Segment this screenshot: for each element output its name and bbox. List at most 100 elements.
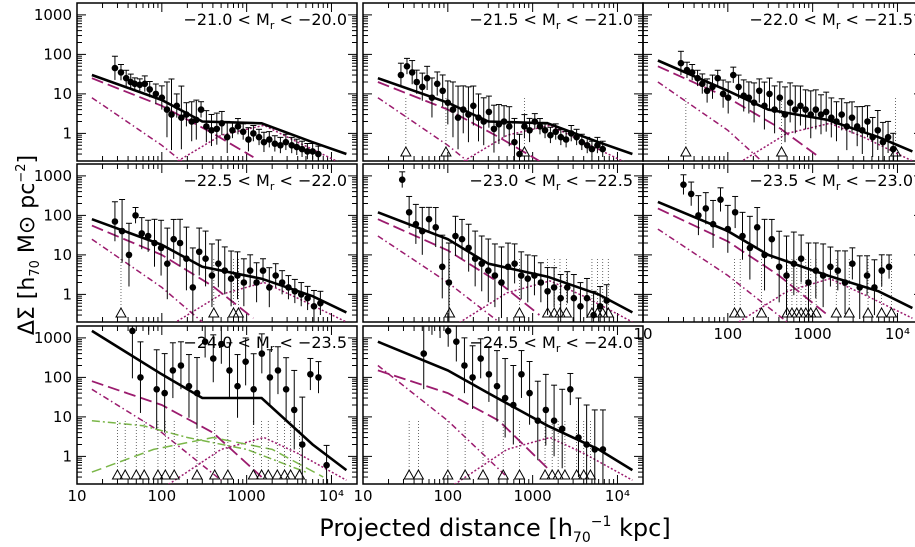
data-point — [834, 267, 842, 274]
data-point — [570, 294, 578, 302]
upper-limit-triangle — [111, 468, 124, 480]
data-point — [874, 126, 882, 134]
data-point — [203, 123, 210, 130]
data-point — [449, 106, 457, 113]
data-point — [413, 78, 421, 86]
data-point — [461, 362, 468, 369]
data-point — [768, 235, 776, 243]
data-point — [253, 279, 260, 286]
data-point — [170, 235, 177, 243]
data-point — [550, 284, 558, 291]
data-point — [288, 141, 296, 149]
y-tick-label: 1000 — [34, 167, 72, 185]
data-point — [516, 150, 523, 158]
model-two-halo-line — [167, 436, 347, 484]
data-point — [408, 69, 416, 76]
data-point — [229, 126, 236, 134]
model-total-line — [657, 59, 913, 153]
model-total-line — [377, 76, 633, 156]
x-tick-label: 1000 — [794, 325, 832, 343]
upper-limit-triangle — [513, 306, 526, 318]
model-extra-line — [91, 419, 307, 473]
panel-label: −22.0 < Mr < −21.5 — [749, 10, 913, 32]
data-point — [445, 279, 453, 286]
upper-limit-triangle — [191, 468, 203, 480]
data-point — [453, 338, 460, 346]
data-point — [433, 80, 441, 88]
upper-limit-triangle — [518, 145, 531, 157]
upper-limit-triangle — [810, 306, 823, 318]
data-point — [485, 108, 493, 116]
data-point — [271, 140, 279, 147]
upper-limit-triangle — [560, 306, 573, 318]
data-point — [838, 111, 845, 118]
data-point — [423, 74, 431, 82]
data-point — [797, 255, 805, 263]
upper-limit-triangle — [168, 468, 181, 480]
data-point — [227, 275, 235, 282]
data-point — [163, 106, 171, 113]
upper-limit-triangle — [875, 306, 888, 318]
model-total-line — [91, 329, 348, 472]
data-point — [526, 126, 533, 134]
data-point — [218, 340, 225, 348]
data-point — [444, 327, 452, 335]
data-point — [129, 327, 136, 335]
upper-limit-triangle — [781, 306, 793, 318]
upper-limit-triangle — [843, 306, 856, 318]
upper-limit-triangle — [443, 306, 456, 318]
model-total-line — [657, 200, 913, 310]
data-point — [783, 272, 790, 279]
data-point — [885, 263, 893, 271]
data-point — [138, 230, 146, 237]
panel-body — [91, 199, 347, 322]
data-point — [310, 302, 318, 310]
upper-limit-triangle — [570, 468, 583, 480]
y-tick-label: 10 — [53, 85, 72, 103]
data-point — [178, 114, 185, 121]
upper-limit-triangle — [119, 468, 132, 480]
data-point — [786, 99, 794, 106]
data-point — [563, 284, 571, 291]
data-point — [250, 385, 257, 393]
data-point — [240, 279, 248, 286]
data-point — [863, 272, 871, 279]
data-point — [266, 284, 273, 291]
data-point — [567, 385, 574, 393]
data-point — [717, 196, 724, 203]
model-total-line — [91, 73, 347, 156]
data-point — [590, 311, 597, 319]
data-point — [304, 294, 311, 302]
data-point — [125, 251, 133, 259]
data-point — [469, 374, 476, 381]
model-one-halo-line — [91, 224, 254, 319]
data-point — [557, 294, 564, 302]
upper-limit-triangle — [477, 468, 489, 480]
data-point — [242, 358, 249, 365]
data-point — [298, 441, 306, 448]
y-tick-label: 1000 — [34, 6, 72, 24]
data-point — [137, 374, 144, 381]
data-point — [802, 106, 809, 113]
data-point — [260, 138, 268, 146]
data-point — [189, 284, 197, 291]
upper-limit-triangle — [830, 306, 843, 318]
panel-8: 10 100 1000 10⁴ −24.5 < Mr < −24.0 — [353, 325, 644, 505]
data-point — [293, 143, 301, 151]
data-point — [550, 417, 558, 425]
upper-limit-triangle — [208, 468, 221, 480]
data-point — [245, 136, 252, 143]
panel-label: −22.5 < Mr < −22.0 — [183, 171, 347, 193]
upper-limit-triangle — [602, 306, 615, 318]
y-tick-label: 10 — [53, 408, 72, 426]
x-tick-label: 10⁴ — [605, 487, 630, 505]
data-point — [215, 260, 222, 267]
panel-body — [657, 174, 913, 322]
model-total-line — [377, 211, 634, 314]
data-point — [405, 208, 413, 216]
upper-limit-triangle — [130, 468, 143, 480]
model-dashdot-line — [657, 81, 763, 161]
data-point — [714, 74, 722, 82]
upper-limit-triangle — [728, 306, 741, 318]
data-point — [315, 374, 322, 381]
